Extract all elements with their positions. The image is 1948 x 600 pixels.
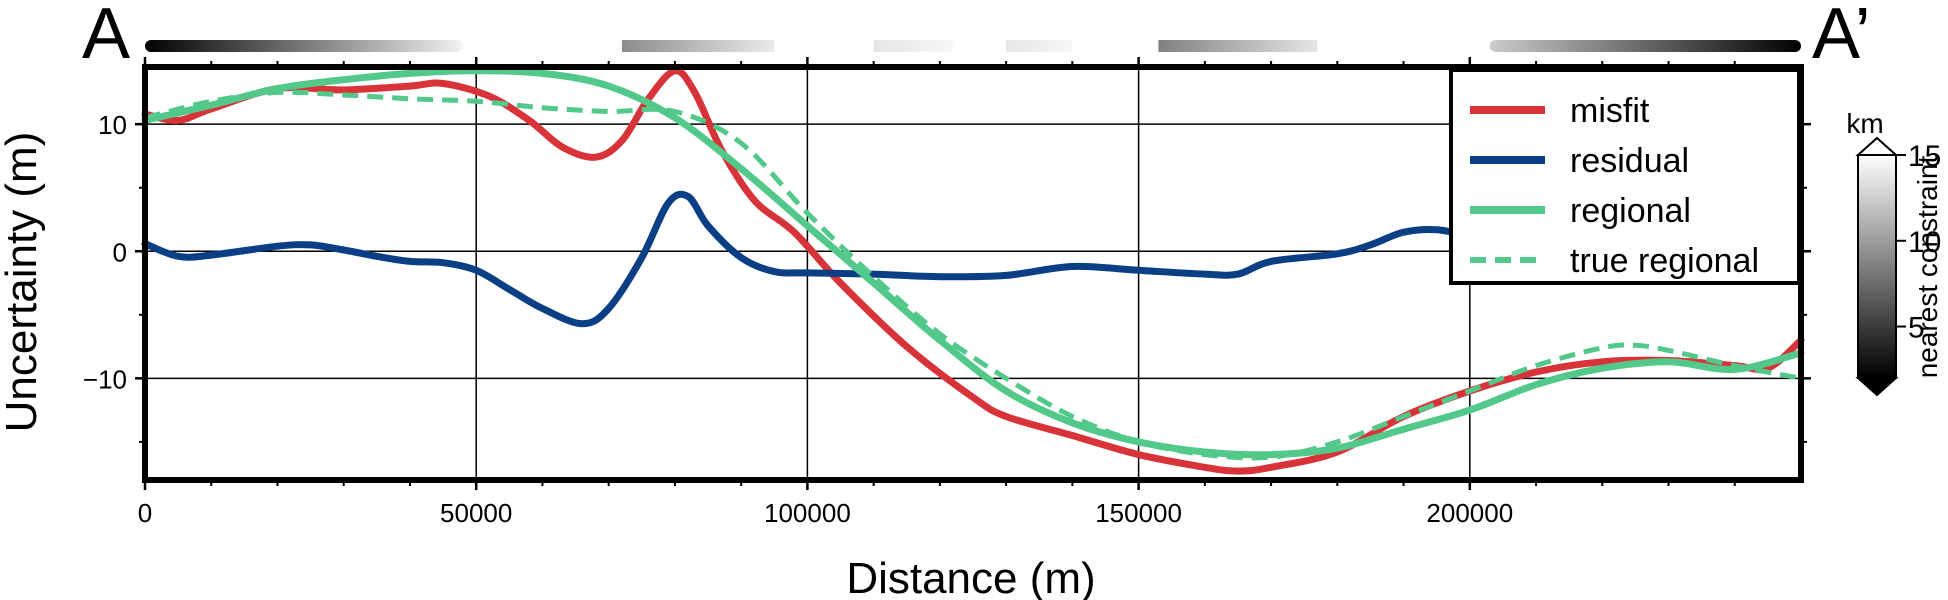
- legend-label-misfit: misfit: [1570, 92, 1650, 130]
- y-axis-title: Uncertainty (m): [0, 132, 46, 433]
- legend-label-regional: regional: [1570, 192, 1691, 230]
- series-line-residual: [141, 190, 1474, 328]
- legend-box: [1449, 68, 1801, 285]
- constraint-segment: [1158, 40, 1318, 52]
- x-axis-title: Distance (m): [846, 554, 1095, 600]
- colorbar-tick-label: 15: [1908, 140, 1941, 173]
- legend-label-true-regional: true regional: [1570, 242, 1759, 280]
- colorbar-tick-label: 5: [1908, 312, 1925, 345]
- x-tick-label: 200000: [1426, 498, 1513, 528]
- y-tick-label: 0: [113, 237, 127, 267]
- constraint-segment: [621, 40, 775, 52]
- x-tick-label: 0: [138, 498, 152, 528]
- y-tick-label: 10: [98, 110, 127, 140]
- series-line-regional: [141, 67, 1805, 459]
- constraint-segment: [1489, 40, 1801, 52]
- x-tick-label: 150000: [1095, 498, 1182, 528]
- section-start-label: A: [82, 0, 130, 74]
- constraint-segment: [145, 40, 463, 52]
- colorbar: km nearest constraint 5 10 15: [1846, 108, 1943, 397]
- x-tick-label: 50000: [440, 498, 512, 528]
- legend: misfit residual regional true regional: [1449, 68, 1801, 285]
- section-end-label: A’: [1812, 0, 1871, 74]
- colorbar-ticks: 5 10 15: [1896, 140, 1941, 345]
- y-tick-label: −10: [83, 364, 127, 394]
- axes-ticks: 0 50000 100000 150000 200000 −10 0 10: [83, 57, 1811, 528]
- legend-label-residual: residual: [1570, 142, 1689, 180]
- x-tick-label: 100000: [764, 498, 851, 528]
- colorbar-gradient: [1857, 154, 1897, 379]
- colorbar-max-triangle: [1855, 136, 1899, 156]
- colorbar-title: km: [1846, 108, 1883, 139]
- colorbar-tick-label: 10: [1908, 226, 1941, 259]
- series-line-misfit: [141, 67, 1805, 475]
- constraint-strip: [145, 40, 1801, 52]
- series-line-true-regional: [144, 89, 1802, 461]
- colorbar-min-triangle: [1855, 377, 1899, 397]
- colorbar-label: nearest constraint: [1912, 156, 1943, 379]
- constraint-segment: [873, 40, 954, 52]
- constraint-segment: [1006, 40, 1073, 52]
- series-group: [141, 67, 1805, 475]
